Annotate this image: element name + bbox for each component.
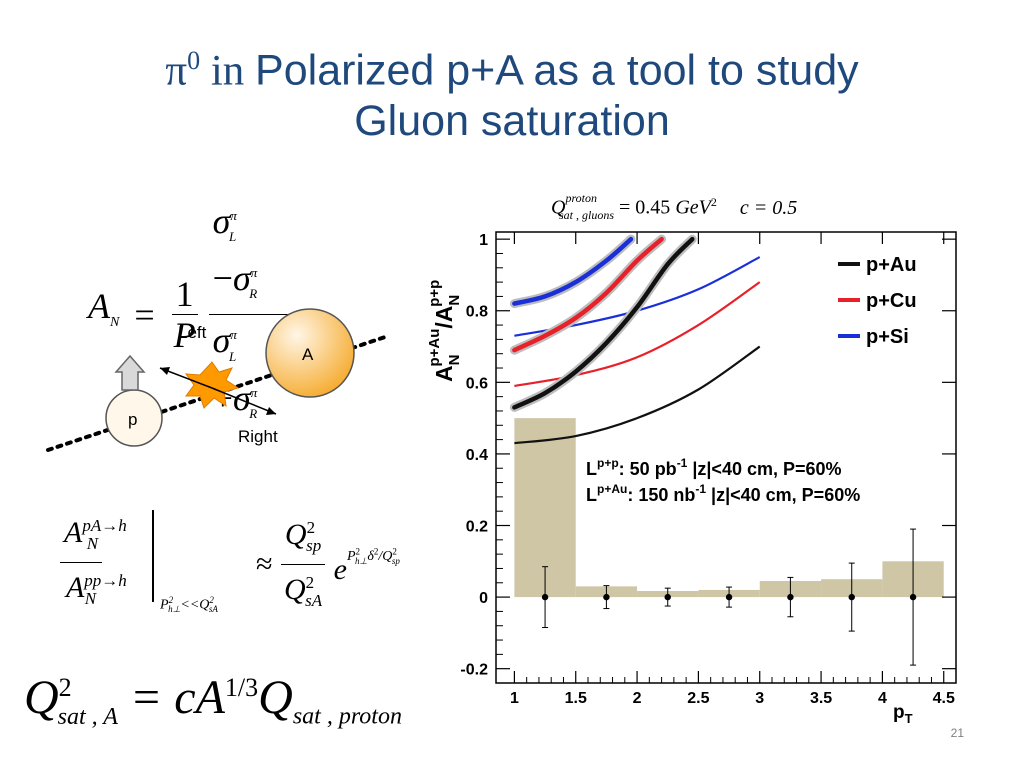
title-line-2: Gluon saturation <box>354 97 670 146</box>
annotation-sup2-1: -1 <box>695 482 706 496</box>
exponential: eP2h⊥δ2/Q2sp <box>333 546 400 586</box>
y-label-A2: /A <box>431 306 457 329</box>
title-line-1: π0 in Polarized p+A as a tool to study <box>0 36 1024 96</box>
legend-label-2: p+Si <box>866 326 909 348</box>
q-numerator: Q2sp <box>280 512 326 565</box>
title-in: in <box>200 47 256 95</box>
x-tick-label-1: 1.5 <box>565 690 587 707</box>
collision-flash-icon <box>184 361 240 409</box>
y-label-sup1: p+Au <box>426 329 443 367</box>
proton-label: p <box>128 410 137 429</box>
q-fraction: Q2sp Q2sA <box>280 512 326 617</box>
annotation-text-1: : 150 nb <box>627 485 695 505</box>
y-tick-label-5: 0.8 <box>466 304 488 321</box>
x-tick-label-6: 4 <box>878 690 887 707</box>
annotation-main-0: L <box>586 459 597 479</box>
series-p-au-thin-line <box>514 345 761 445</box>
saturation-parameters: Qprotonsat , gluons = 0.45 GeV2 c = 0.5 <box>551 191 798 222</box>
nucleus-label: A <box>302 345 314 364</box>
title-text-1: Polarized p+A as a tool to study <box>255 46 859 95</box>
title-pi: π <box>165 47 188 95</box>
y-label-N2: N <box>446 295 463 306</box>
annotation-sup-0: p+p <box>597 456 619 470</box>
approx-sign: ≈ <box>256 547 273 581</box>
annotation-sup-1: p+Au <box>597 482 627 496</box>
an-lhs: AN <box>88 286 120 331</box>
x-axis-label-sub: T <box>905 711 913 726</box>
legend-label-1: p+Cu <box>866 290 917 312</box>
series-p-cu-thick-line <box>512 236 664 353</box>
x-axis-label-main: p <box>893 702 905 723</box>
ratio-denominator: App→hN <box>65 571 127 608</box>
ratio-fraction: ApA→hN App→hN <box>60 510 127 615</box>
qsat-scaling-equation: Q2sat , A = cA1/3Qsat , proton <box>24 671 402 730</box>
y-tick-label-6: 1 <box>479 232 488 249</box>
title-pi-sup: 0 <box>187 46 201 75</box>
an-one: 1 <box>171 276 198 316</box>
series-p-si-thick-line <box>512 236 634 306</box>
y-tick-label-0: -0.2 <box>460 662 488 679</box>
y-axis-label: ANp+Au/ANp+p <box>426 280 463 382</box>
x-axis-label: pT <box>893 702 913 726</box>
annotation-rest-1: |z|<40 cm, P=60% <box>706 485 860 505</box>
y-label-N1: N <box>446 355 463 366</box>
page-number: 21 <box>950 726 964 740</box>
x-tick-label-2: 2 <box>633 690 642 707</box>
x-tick-label-0: 1 <box>510 690 519 707</box>
data-point-2 <box>664 593 671 601</box>
ratio-evaluation-bar <box>152 510 154 602</box>
x-tick-label-4: 3 <box>755 690 764 707</box>
y-tick-label-1: 0 <box>479 590 488 607</box>
left-arrow <box>159 367 213 389</box>
right-arrow-head-icon <box>266 407 276 415</box>
left-label: Left <box>178 323 207 342</box>
luminosity-annotation-1: Lp+Au: 150 nb-1 |z|<40 cm, P=60% <box>586 482 860 505</box>
data-point-5 <box>848 593 855 601</box>
y-tick-label-4: 0.6 <box>466 375 488 392</box>
data-point-0 <box>541 593 549 601</box>
data-point-1 <box>603 593 610 601</box>
nucleus-circle <box>265 308 355 398</box>
right-label: Right <box>238 427 278 446</box>
q-denominator: Q2sA <box>283 573 323 610</box>
series-p-au-thick-line <box>512 236 695 410</box>
right-arrow <box>211 387 277 415</box>
plot-area <box>509 234 944 666</box>
exponent: P2h⊥δ2/Q2sp <box>346 546 400 566</box>
luminosity-annotation-0: Lp+p: 50 pb-1 |z|<40 cm, P=60% <box>586 456 842 479</box>
annotation-main-1: L <box>586 485 597 505</box>
left-arrow-head-icon <box>160 367 170 375</box>
y-label-A1: A <box>431 365 457 382</box>
x-tick-label-7: 4.5 <box>933 690 955 707</box>
approx-expression: ≈ Q2sp Q2sA eP2h⊥δ2/Q2sp <box>256 512 400 617</box>
ratio-condition: P2h⊥<<Q2sA <box>160 595 218 615</box>
y-tick-label-3: 0.4 <box>466 447 488 464</box>
spin-arrow-icon <box>114 354 146 391</box>
data-point-6 <box>909 593 917 601</box>
an-P: P <box>173 315 196 356</box>
an-equals: = <box>134 294 155 335</box>
y-tick-label-2: 0.2 <box>466 519 488 536</box>
annotation-sup2-0: -1 <box>677 456 688 470</box>
an-numerator: σπL −σπR <box>208 198 294 316</box>
y-label-sup2: p+p <box>426 280 443 307</box>
data-point-4 <box>787 593 794 601</box>
x-tick-label-3: 2.5 <box>687 690 709 707</box>
scattering-diagram: Left Right A p <box>46 308 390 452</box>
slide-title: π0 in Polarized p+A as a tool to study G… <box>0 36 1024 146</box>
annotation-text-0: : 50 pb <box>619 459 677 479</box>
ratio-numerator: ApA→hN <box>60 510 127 563</box>
data-point-3 <box>725 593 733 601</box>
ratio-equation: ApA→hN App→hN <box>60 510 127 615</box>
x-tick-label-5: 3.5 <box>810 690 832 707</box>
annotation-rest-0: |z|<40 cm, P=60% <box>687 459 841 479</box>
legend-label-0: p+Au <box>866 254 917 276</box>
